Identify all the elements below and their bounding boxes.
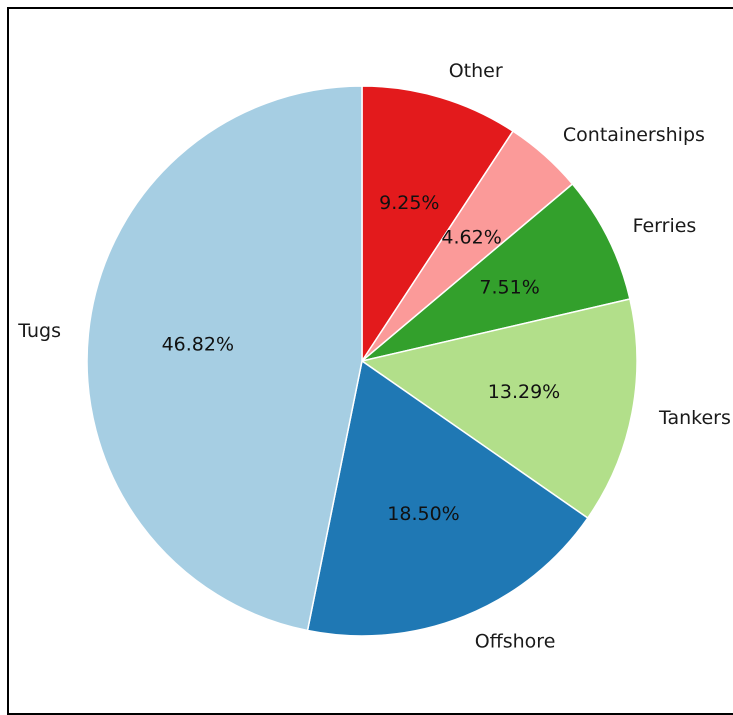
pie-slice-ferries [361,183,631,362]
pct-label-tankers: 13.29% [488,381,560,403]
pct-label-ferries: 7.51% [479,276,539,298]
slice-label-containerships: Containerships [563,124,705,146]
pie-slice-other [361,85,514,362]
pie-slice-offshore [306,360,589,637]
slice-label-offshore: Offshore [475,631,556,653]
pct-label-other: 9.25% [379,192,439,214]
slice-label-tankers: Tankers [658,407,731,429]
slice-label-other: Other [449,60,503,82]
slice-label-ferries: Ferries [633,215,697,237]
pct-label-tugs: 46.82% [162,334,234,356]
pct-label-offshore: 18.50% [387,503,459,525]
pie-slices [86,85,638,637]
slice-labels: Other Containerships Ferries Tankers Offshor… [17,60,731,653]
slice-label-tugs: Tugs [17,320,61,342]
percentage-labels: 9.25%4.62% 7.51% 13.29% 18.50% 46.82% [162,192,561,525]
pie-slice-tankers [361,298,638,519]
pie-slice-tugs [86,85,363,632]
pct-label-containerships: 4.62% [441,227,501,249]
